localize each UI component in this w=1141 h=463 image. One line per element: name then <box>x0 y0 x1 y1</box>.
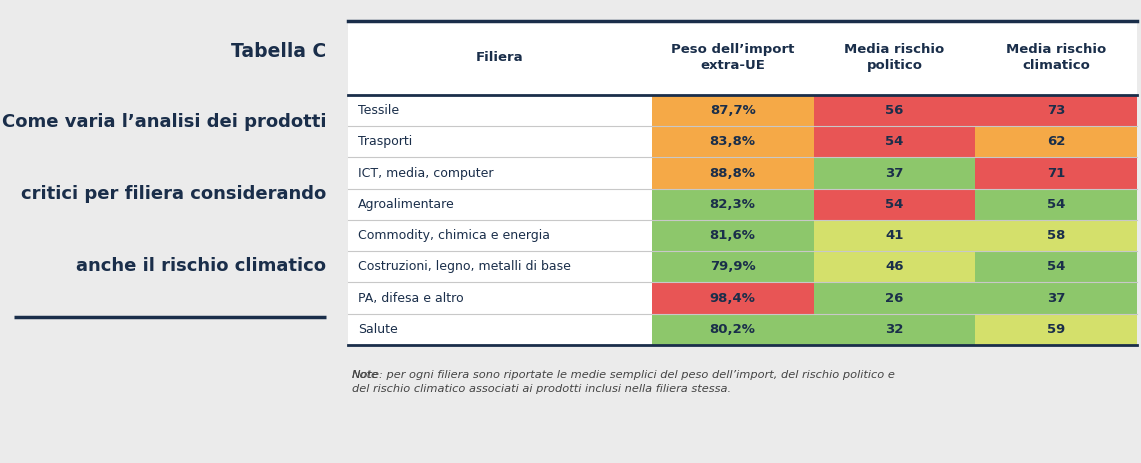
Text: 54: 54 <box>885 135 904 148</box>
Bar <box>976 157 1136 189</box>
Text: Peso dell’import
extra-UE: Peso dell’import extra-UE <box>671 44 794 72</box>
Text: Trasporti: Trasporti <box>357 135 412 148</box>
Text: 41: 41 <box>885 229 904 242</box>
Bar <box>814 251 976 282</box>
Text: 54: 54 <box>1047 260 1066 273</box>
Bar <box>652 157 814 189</box>
Bar <box>814 314 976 345</box>
Text: ICT, media, computer: ICT, media, computer <box>357 167 493 180</box>
Text: 79,9%: 79,9% <box>710 260 755 273</box>
Text: Media rischio
politico: Media rischio politico <box>844 44 945 72</box>
Text: critici per filiera considerando: critici per filiera considerando <box>22 185 326 203</box>
Bar <box>652 126 814 157</box>
Bar <box>348 157 652 189</box>
Text: 54: 54 <box>1047 198 1066 211</box>
Text: Note: per ogni filiera sono riportate le medie semplici del peso dell’import, de: Note: per ogni filiera sono riportate le… <box>353 370 895 394</box>
Text: 80,2%: 80,2% <box>710 323 755 336</box>
Text: Filiera: Filiera <box>476 51 524 64</box>
Bar <box>652 251 814 282</box>
Text: 59: 59 <box>1047 323 1066 336</box>
Text: 62: 62 <box>1047 135 1066 148</box>
Text: Note: Note <box>353 370 379 381</box>
Bar <box>976 188 1136 220</box>
Bar <box>348 282 652 314</box>
Bar <box>652 220 814 251</box>
Text: Costruzioni, legno, metalli di base: Costruzioni, legno, metalli di base <box>357 260 570 273</box>
Bar <box>976 95 1136 126</box>
Bar <box>814 126 976 157</box>
Bar <box>814 220 976 251</box>
Text: PA, difesa e altro: PA, difesa e altro <box>357 292 463 305</box>
Text: 54: 54 <box>885 198 904 211</box>
Bar <box>814 95 976 126</box>
Text: 37: 37 <box>1047 292 1066 305</box>
Text: Commodity, chimica e energia: Commodity, chimica e energia <box>357 229 550 242</box>
Text: 26: 26 <box>885 292 904 305</box>
Text: Come varia l’analisi dei prodotti: Come varia l’analisi dei prodotti <box>2 113 326 131</box>
Text: Media rischio
climatico: Media rischio climatico <box>1006 44 1107 72</box>
Bar <box>814 188 976 220</box>
Bar <box>976 220 1136 251</box>
Text: 98,4%: 98,4% <box>710 292 755 305</box>
Bar <box>348 251 652 282</box>
Bar <box>348 314 652 345</box>
Text: 81,6%: 81,6% <box>710 229 755 242</box>
Bar <box>652 314 814 345</box>
Bar <box>348 21 1136 345</box>
Text: Agroalimentare: Agroalimentare <box>357 198 454 211</box>
Bar <box>814 282 976 314</box>
Text: 46: 46 <box>885 260 904 273</box>
Bar <box>652 282 814 314</box>
Bar <box>976 251 1136 282</box>
Text: 87,7%: 87,7% <box>710 104 755 117</box>
Bar <box>976 314 1136 345</box>
Text: Tessile: Tessile <box>357 104 398 117</box>
Text: 82,3%: 82,3% <box>710 198 755 211</box>
Text: 73: 73 <box>1047 104 1066 117</box>
Text: 56: 56 <box>885 104 904 117</box>
Text: anche il rischio climatico: anche il rischio climatico <box>76 257 326 275</box>
Bar <box>652 188 814 220</box>
Bar <box>814 157 976 189</box>
Text: 32: 32 <box>885 323 904 336</box>
Text: 71: 71 <box>1047 167 1066 180</box>
Text: 83,8%: 83,8% <box>710 135 755 148</box>
Text: 37: 37 <box>885 167 904 180</box>
Text: 88,8%: 88,8% <box>710 167 755 180</box>
Bar <box>976 282 1136 314</box>
Bar <box>348 126 652 157</box>
Bar <box>348 95 652 126</box>
Bar <box>652 95 814 126</box>
Text: 58: 58 <box>1047 229 1066 242</box>
Text: Salute: Salute <box>357 323 397 336</box>
Bar <box>348 220 652 251</box>
Bar <box>976 126 1136 157</box>
Text: Tabella C: Tabella C <box>232 42 326 61</box>
Bar <box>348 188 652 220</box>
